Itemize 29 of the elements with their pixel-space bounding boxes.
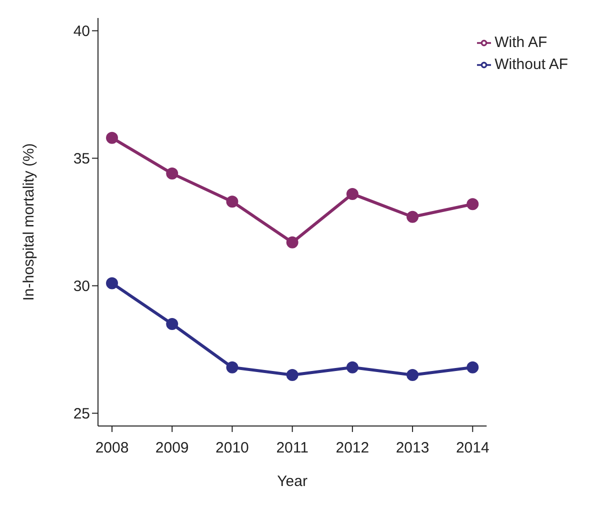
x-tick-label: 2012 — [336, 440, 370, 457]
legend-label: With AF — [494, 34, 548, 51]
point — [226, 196, 238, 208]
x-tick-label: 2011 — [276, 440, 308, 457]
point — [106, 277, 118, 290]
point — [166, 168, 178, 180]
x-tick-label: 2010 — [216, 440, 249, 457]
point — [466, 361, 479, 374]
point — [466, 198, 479, 210]
point — [406, 210, 419, 223]
y-axis-title: In-hospital mortality (%) — [20, 143, 38, 301]
legend-label: Without AF — [494, 56, 568, 73]
point — [406, 369, 419, 381]
y-tick-label: 35 — [73, 150, 90, 168]
x-axis-title: Year — [277, 473, 308, 490]
point — [166, 318, 178, 330]
point — [346, 361, 358, 374]
point — [106, 132, 118, 144]
x-tick-label: 2013 — [396, 440, 430, 457]
y-tick-label: 40 — [73, 23, 90, 40]
point — [286, 236, 298, 248]
x-tick-label: 2008 — [95, 440, 129, 457]
point — [226, 361, 238, 374]
y-tick-label: 25 — [73, 406, 90, 423]
point — [286, 369, 298, 381]
y-tick-label: 30 — [73, 278, 90, 296]
point — [346, 188, 358, 200]
x-tick-label: 2014 — [456, 440, 490, 457]
x-tick-label: 2009 — [155, 440, 189, 457]
